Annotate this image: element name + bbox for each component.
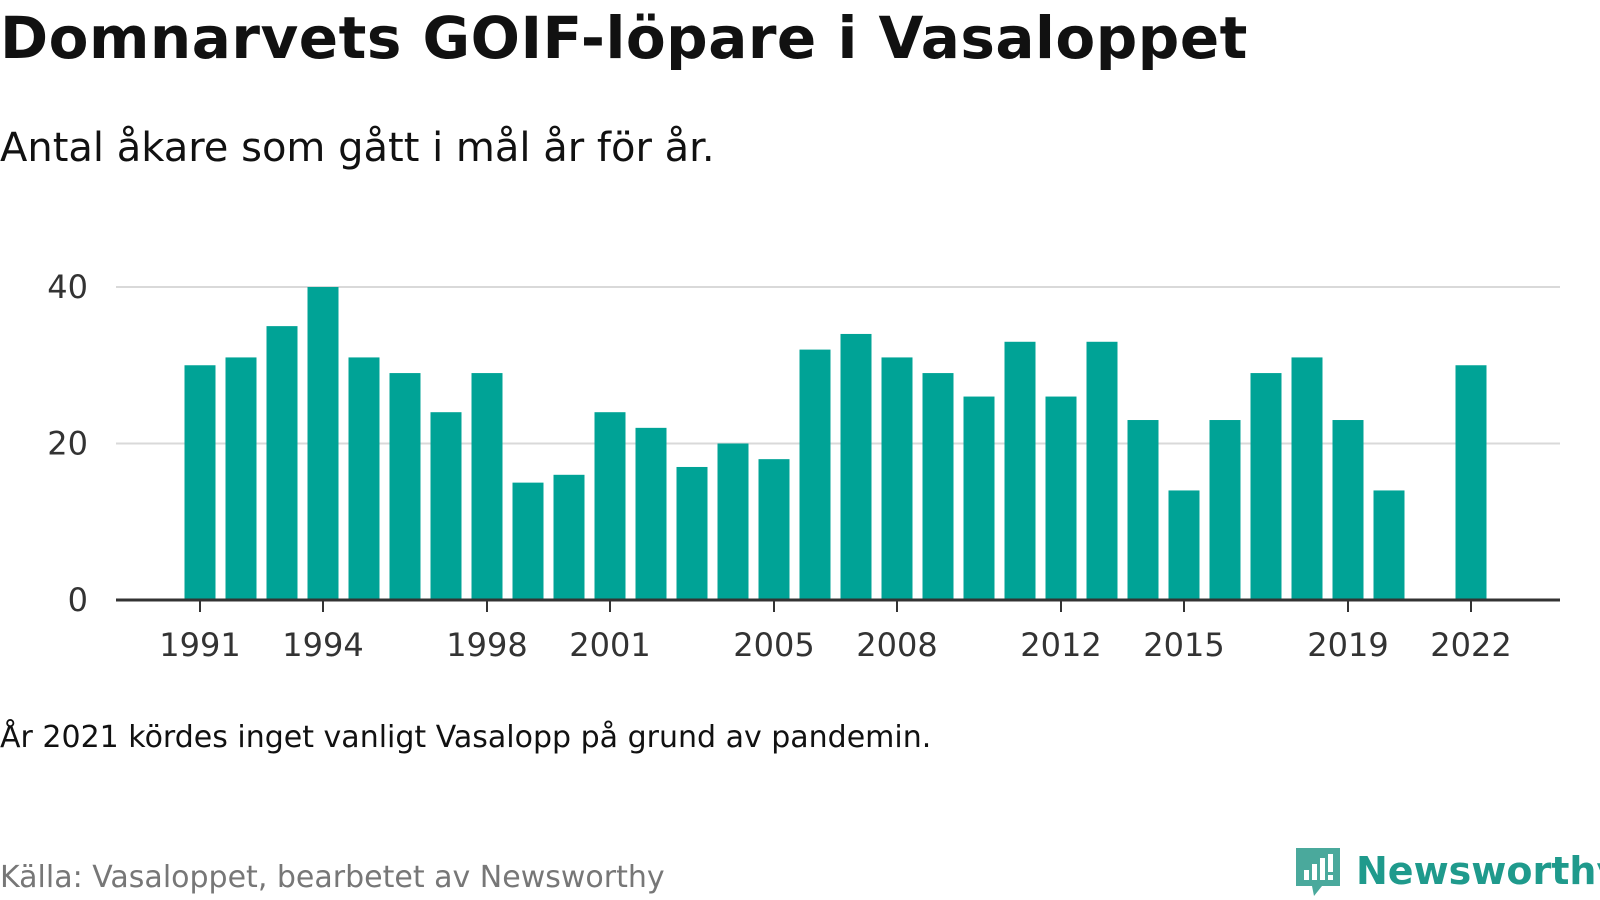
bar (1209, 420, 1241, 600)
bar (922, 373, 954, 600)
newsworthy-logo-icon (1296, 848, 1340, 896)
bar-chart: 0 20 40 1991 1994 1998 2001 2005 2008 2012 2015 201… (47, 268, 1560, 664)
y-tick-label: 0 (68, 581, 88, 619)
bar (266, 326, 298, 600)
bar (1332, 420, 1364, 600)
x-tick-label: 1994 (282, 626, 363, 664)
x-tick-label: 2022 (1430, 626, 1511, 664)
bar (676, 466, 708, 600)
x-tick-label: 1998 (446, 626, 527, 664)
x-tick-label: 2015 (1143, 626, 1224, 664)
x-tick-label: 2008 (856, 626, 937, 664)
chart-title: Domnarvets GOIF-löpare i Vasaloppet (0, 4, 1248, 72)
x-tick-label: 2001 (569, 626, 650, 664)
bar (307, 287, 339, 600)
bar (717, 443, 749, 600)
bar (1455, 365, 1487, 600)
bar (1168, 490, 1200, 600)
bar (881, 357, 913, 600)
bar (471, 373, 503, 600)
x-tick-label: 1991 (159, 626, 240, 664)
newsworthy-brand[interactable]: Newsworthy (1292, 844, 1600, 898)
bar (594, 412, 626, 600)
bar (389, 373, 421, 600)
source-credit: Källa: Vasaloppet, bearbetet av Newswort… (0, 860, 665, 895)
x-tick-label: 2012 (1020, 626, 1101, 664)
y-tick-label: 20 (47, 425, 88, 463)
bar (225, 357, 257, 600)
bar (553, 474, 585, 600)
x-tick-label: 2019 (1307, 626, 1388, 664)
bar (1127, 420, 1159, 600)
chart-subtitle: Antal åkare som gått i mål år för år. (0, 125, 715, 171)
bar (1086, 341, 1118, 600)
bar (1291, 357, 1323, 600)
bar (348, 357, 380, 600)
bar (1373, 490, 1405, 600)
brand-name: Newsworthy (1356, 849, 1600, 893)
bar (799, 349, 831, 600)
y-tick-label: 40 (47, 268, 88, 306)
bar (430, 412, 462, 600)
chart-note: År 2021 kördes inget vanligt Vasalopp på… (0, 720, 932, 755)
bar (512, 482, 544, 600)
bar (184, 365, 216, 600)
bar (1045, 396, 1077, 600)
bar (758, 459, 790, 600)
bar (840, 333, 872, 600)
bar (963, 396, 995, 600)
bar (1250, 373, 1282, 600)
x-tick-label: 2005 (733, 626, 814, 664)
bar (1004, 341, 1036, 600)
bar (635, 427, 667, 600)
